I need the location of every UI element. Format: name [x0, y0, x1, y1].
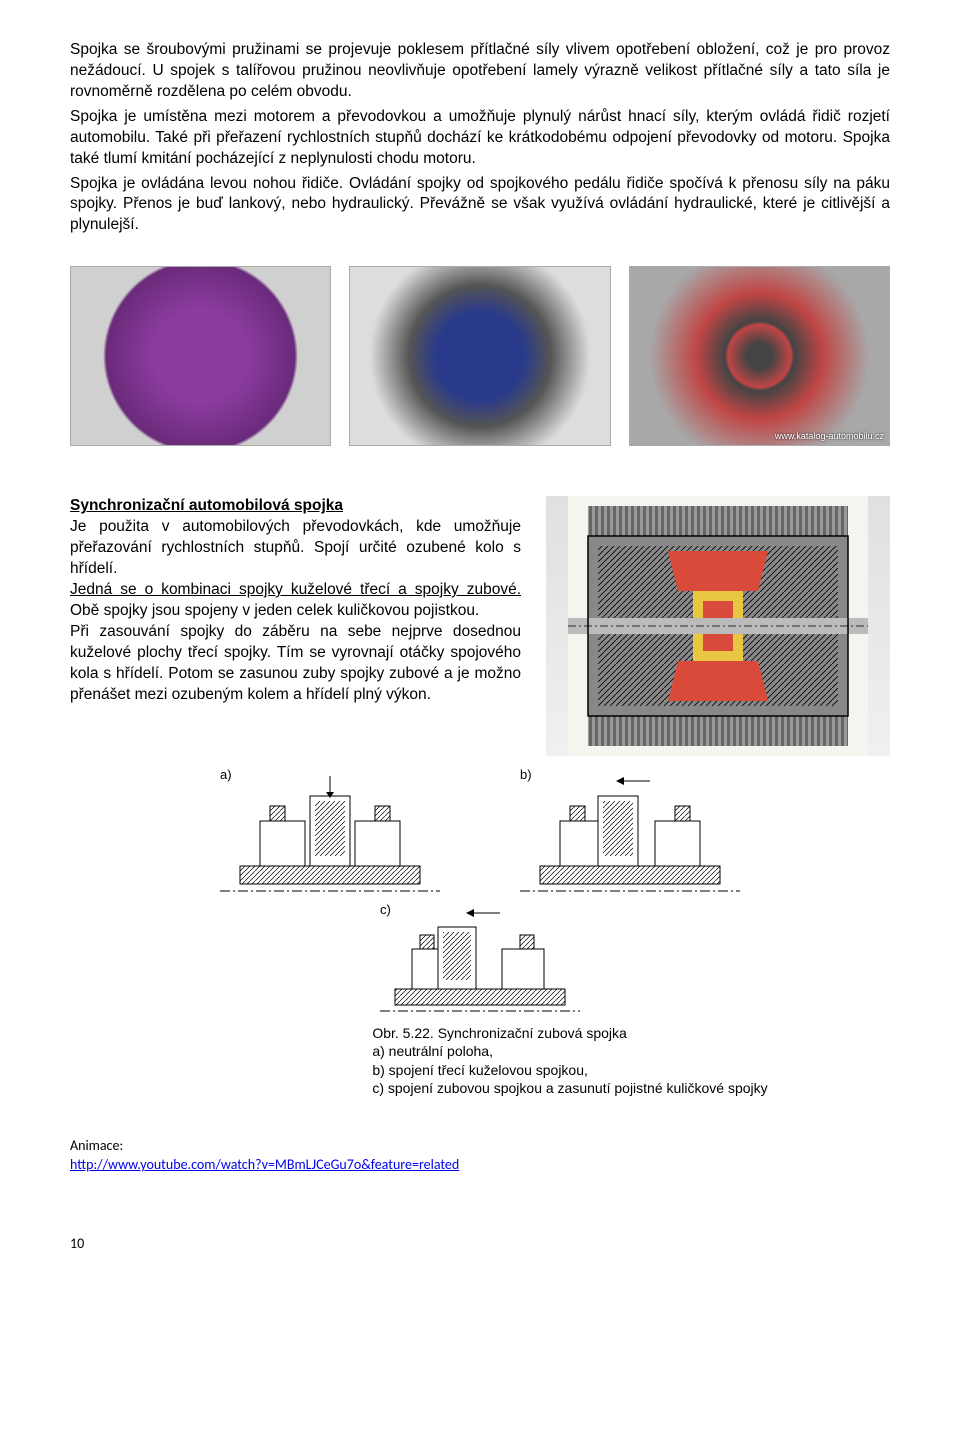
- page-number: 10: [70, 1235, 890, 1254]
- caption-title: Obr. 5.22. Synchronizační zubová spojka: [372, 1024, 767, 1042]
- subfig-a: a): [220, 766, 440, 896]
- paragraph-3: Spojka je ovládána levou nohou řidiče. O…: [70, 174, 890, 237]
- sync-heading: Synchronizační automobilová spojka: [70, 496, 521, 517]
- sync-t2b: Obě spojky jsou spojeny v jeden celek ku…: [70, 602, 479, 619]
- animation-link[interactable]: http://www.youtube.com/watch?v=MBmLJCeGu…: [70, 1156, 459, 1173]
- sync-cross-section-diagram: [546, 496, 890, 756]
- animation-block: Animace: http://www.youtube.com/watch?v=…: [70, 1137, 890, 1175]
- caption-a: a) neutrální poloha,: [372, 1042, 767, 1060]
- label-b: b): [520, 766, 532, 784]
- label-a: a): [220, 766, 232, 784]
- caption-c: c) spojení zubovou spojkou a zasunutí po…: [372, 1079, 767, 1097]
- figure-row-2: c): [380, 901, 580, 1016]
- subfig-c: c): [380, 901, 580, 1016]
- label-c: c): [380, 901, 391, 919]
- sync-diagram-col: [546, 496, 890, 756]
- sync-t1: Je použita v automobilových převodovkách…: [70, 518, 521, 577]
- sync-clutch-text: Synchronizační automobilová spojka Je po…: [70, 496, 521, 756]
- sync-t2a: Jedná se o kombinaci spojky kuželové tře…: [70, 581, 521, 598]
- paragraph-1: Spojka se šroubovými pružinami se projev…: [70, 40, 890, 103]
- figure-row-1: a) b): [220, 766, 740, 896]
- clutch-image-2: [349, 266, 610, 446]
- image-row: www.katalog-automobilu.cz: [70, 266, 890, 446]
- subfig-b: b): [520, 766, 740, 896]
- animation-label: Animace:: [70, 1137, 890, 1156]
- caption-b: b) spojení třecí kuželovou spojkou,: [372, 1061, 767, 1079]
- clutch-image-3: www.katalog-automobilu.cz: [629, 266, 890, 446]
- figure-5-22: a) b): [70, 766, 890, 1097]
- sync-clutch-section: Synchronizační automobilová spojka Je po…: [70, 496, 890, 756]
- figure-caption: Obr. 5.22. Synchronizační zubová spojka …: [372, 1024, 767, 1097]
- clutch-image-1: [70, 266, 331, 446]
- sync-t3: Při zasouvání spojky do záběru na sebe n…: [70, 623, 521, 703]
- paragraph-2: Spojka je umístěna mezi motorem a převod…: [70, 107, 890, 170]
- image-watermark: www.katalog-automobilu.cz: [775, 430, 884, 442]
